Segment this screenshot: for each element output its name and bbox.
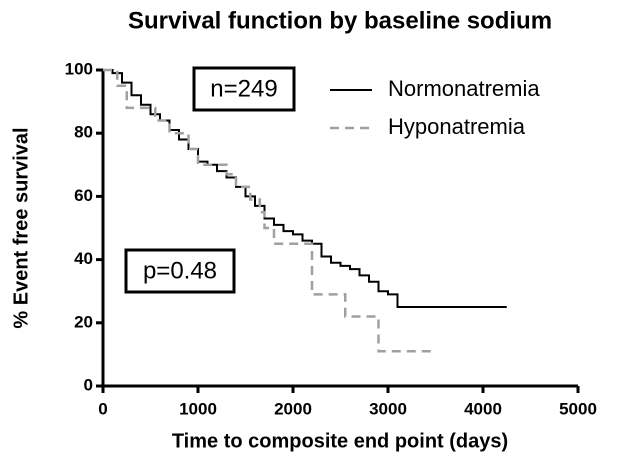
annotation: n=249 bbox=[210, 75, 277, 102]
y-tick-label: 60 bbox=[74, 186, 93, 205]
y-axis-label: % Event free survival bbox=[10, 127, 32, 328]
y-tick-label: 100 bbox=[65, 59, 93, 78]
legend-label: Normonatremia bbox=[388, 76, 540, 101]
y-tick-label: 20 bbox=[74, 312, 93, 331]
x-axis-label: Time to composite end point (days) bbox=[172, 430, 508, 452]
x-tick-label: 3000 bbox=[369, 399, 407, 418]
legend-label: Hyponatremia bbox=[388, 114, 526, 139]
x-tick-label: 5000 bbox=[559, 399, 597, 418]
x-tick-label: 2000 bbox=[274, 399, 312, 418]
y-tick-label: 40 bbox=[74, 249, 93, 268]
annotation: p=0.48 bbox=[143, 257, 217, 284]
x-tick-label: 1000 bbox=[179, 399, 217, 418]
survival-line bbox=[103, 68, 431, 353]
annotation-box bbox=[192, 66, 296, 112]
x-tick-label: 0 bbox=[98, 399, 107, 418]
chart-title: Survival function by baseline sodium bbox=[128, 7, 552, 34]
y-tick-label: 80 bbox=[74, 123, 93, 142]
x-tick-label: 4000 bbox=[464, 399, 502, 418]
annotation-box bbox=[124, 248, 236, 294]
y-tick-label: 0 bbox=[84, 375, 93, 394]
